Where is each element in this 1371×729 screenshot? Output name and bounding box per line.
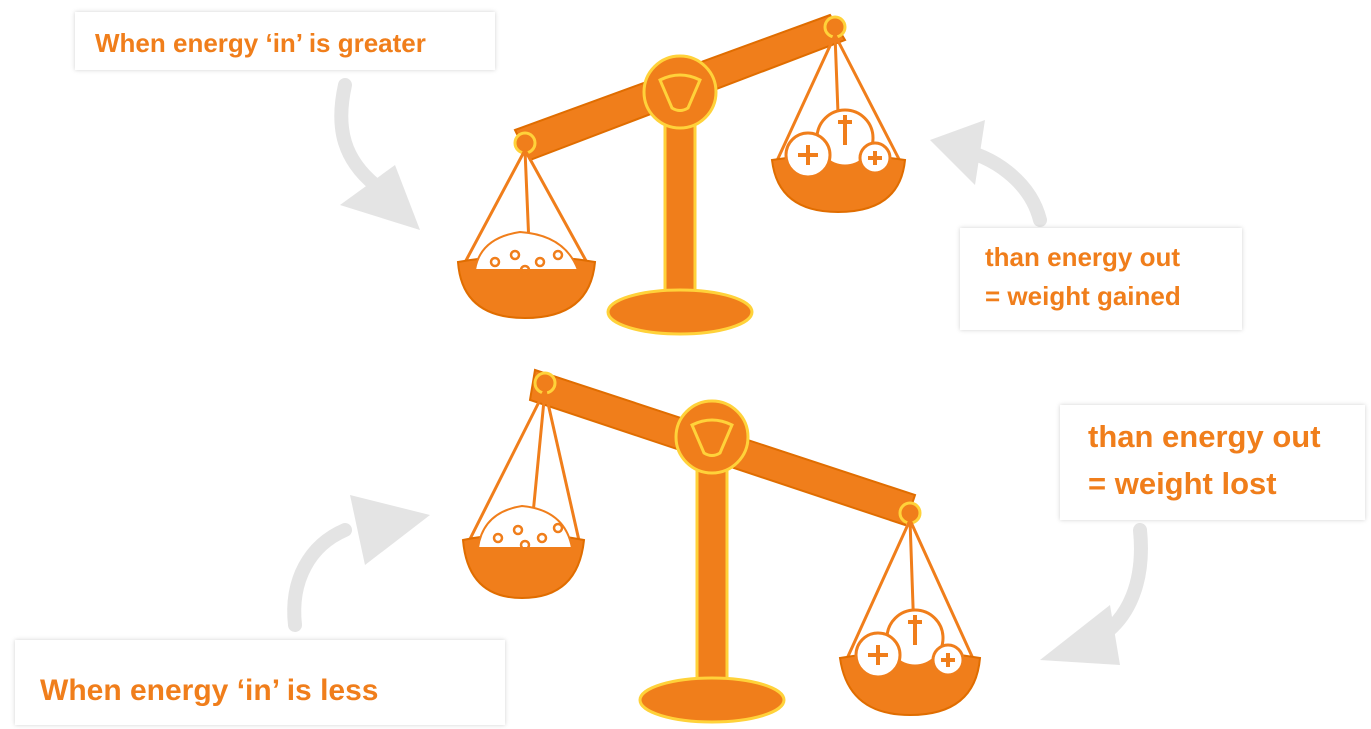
label-box: [960, 228, 1242, 330]
label: = weight gained: [985, 281, 1181, 311]
label-box: [1060, 405, 1365, 520]
label: than energy out: [1088, 419, 1321, 454]
scale-top: [456, 13, 907, 336]
label: When energy ‘in’ is greater: [95, 28, 426, 58]
label-box: [15, 640, 505, 725]
label-box: [75, 12, 495, 70]
label: = weight lost: [1088, 466, 1277, 501]
label: than energy out: [985, 242, 1180, 272]
arrows: [287, 78, 1148, 665]
label: When energy ‘in’ is less: [40, 674, 378, 707]
scale-bottom: [461, 368, 982, 724]
